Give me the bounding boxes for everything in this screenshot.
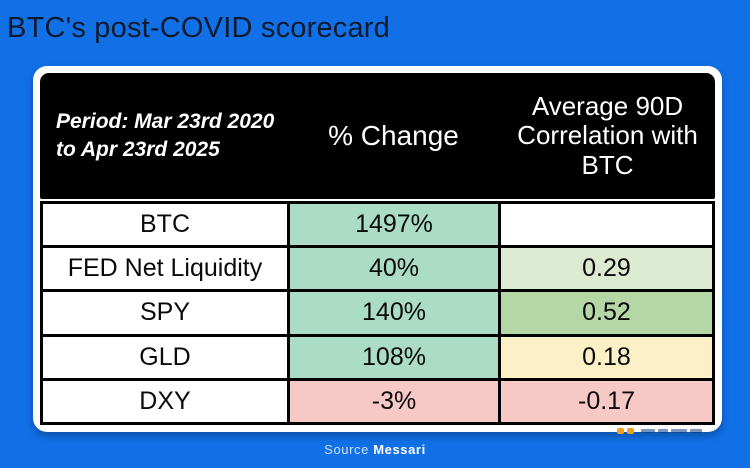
watermark bbox=[617, 426, 712, 435]
row-gld-label: GLD bbox=[43, 336, 287, 378]
header-period: Period: Mar 23rd 2020 to Apr 23rd 2025 bbox=[40, 108, 287, 165]
header-period-line2: to Apr 23rd 2025 bbox=[56, 138, 220, 161]
watermark-text-fragment bbox=[658, 428, 668, 433]
watermark-orange-dot-icon bbox=[627, 427, 634, 434]
row-spy-label: SPY bbox=[43, 292, 287, 334]
row-gld-correlation: 0.18 bbox=[501, 336, 712, 378]
source-credit: Source Messari bbox=[0, 442, 750, 457]
page-title: BTC's post-COVID scorecard bbox=[7, 12, 390, 44]
header-correlation: Average 90D Correlation with BTC bbox=[517, 91, 698, 180]
row-btc-label: BTC bbox=[43, 204, 287, 246]
row-gld-change: 108% bbox=[290, 336, 498, 378]
watermark-orange-dot-icon bbox=[617, 427, 624, 434]
header-percent-change: % Change bbox=[328, 120, 459, 151]
row-spy-change: 140% bbox=[290, 292, 498, 334]
row-dxy-correlation: -0.17 bbox=[501, 380, 712, 422]
row-dxy-label: DXY bbox=[43, 380, 287, 422]
watermark-text-fragment bbox=[690, 428, 702, 433]
header-period-line1: Period: Mar 23rd 2020 bbox=[56, 109, 275, 133]
source-value: Messari bbox=[373, 442, 426, 457]
row-fed-change: 40% bbox=[290, 248, 498, 290]
row-spy-correlation: 0.52 bbox=[501, 292, 712, 334]
row-btc-correlation bbox=[501, 204, 712, 246]
watermark-text-fragment bbox=[671, 428, 687, 433]
row-btc-change: 1497% bbox=[290, 204, 498, 246]
row-fed-label: FED Net Liquidity bbox=[43, 248, 287, 290]
source-label: Source bbox=[324, 442, 369, 457]
row-dxy-change: -3% bbox=[290, 380, 498, 422]
watermark-text-fragment bbox=[641, 428, 655, 433]
table-header-row: Period: Mar 23rd 2020 to Apr 23rd 2025 %… bbox=[40, 73, 715, 199]
row-fed-correlation: 0.29 bbox=[501, 248, 712, 290]
table-body: BTC 1497% FED Net Liquidity 40% 0.29 SPY… bbox=[40, 201, 715, 425]
scorecard-card: Period: Mar 23rd 2020 to Apr 23rd 2025 %… bbox=[33, 66, 722, 432]
